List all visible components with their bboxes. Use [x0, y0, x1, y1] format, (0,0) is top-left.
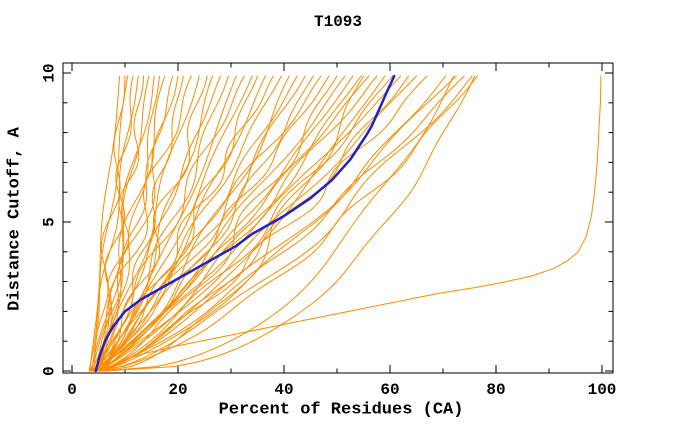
- x-axis-label: Percent of Residues (CA): [218, 400, 464, 420]
- chart-title: T1093: [313, 13, 363, 31]
- y-axis-label: Distance Cutoff, A: [5, 127, 25, 311]
- x-tick-label: 100: [588, 381, 617, 399]
- model-curve: [91, 75, 282, 372]
- y-tick-label: 0: [41, 366, 59, 376]
- x-tick-label: 0: [67, 381, 77, 399]
- model-curve: [96, 75, 314, 372]
- plot-border: [62, 62, 614, 374]
- x-tick-label: 60: [380, 381, 399, 399]
- model-curve: [95, 75, 245, 372]
- model-curve: [100, 75, 473, 372]
- model-curve: [94, 75, 465, 372]
- model-curve: [99, 75, 274, 372]
- model-curve: [90, 75, 306, 372]
- model-curve: [102, 75, 253, 372]
- model-curve: [96, 75, 221, 372]
- model-curve: [89, 75, 121, 372]
- x-tick-label: 20: [168, 381, 187, 399]
- y-tick-label: 5: [41, 217, 59, 227]
- model-curve: [96, 75, 478, 372]
- model-curve: [98, 75, 410, 372]
- model-curve: [90, 75, 213, 372]
- model-curve: [89, 75, 174, 372]
- model-curve: [100, 75, 298, 372]
- model-curve: [90, 75, 155, 372]
- model-curve: [94, 75, 290, 372]
- model-curve: [99, 75, 457, 372]
- model-curve: [95, 75, 338, 372]
- model-curve: [95, 75, 447, 372]
- model-curve: [92, 75, 330, 372]
- model-curve: [103, 75, 455, 372]
- model-curve: [102, 75, 428, 372]
- model-curve: [90, 75, 354, 372]
- model-curve: [92, 75, 192, 372]
- model-curve: [91, 75, 129, 372]
- model-curve: [99, 75, 150, 372]
- model-curve: [97, 75, 386, 372]
- highlight-curve: [94, 74, 396, 373]
- model-curve: [93, 75, 402, 372]
- model-curve: [93, 75, 362, 372]
- y-tick-label: 10: [41, 63, 59, 82]
- model-curve: [93, 75, 126, 372]
- x-tick-label: 80: [486, 381, 505, 399]
- model-curve: [98, 75, 208, 372]
- model-curve: [105, 75, 476, 372]
- model-curve: [94, 75, 160, 372]
- model-curve: [88, 75, 139, 372]
- x-tick-label: 40: [274, 381, 293, 399]
- model-curve: [104, 75, 364, 372]
- curves-group: [88, 74, 602, 373]
- outlier-curve: [105, 75, 602, 372]
